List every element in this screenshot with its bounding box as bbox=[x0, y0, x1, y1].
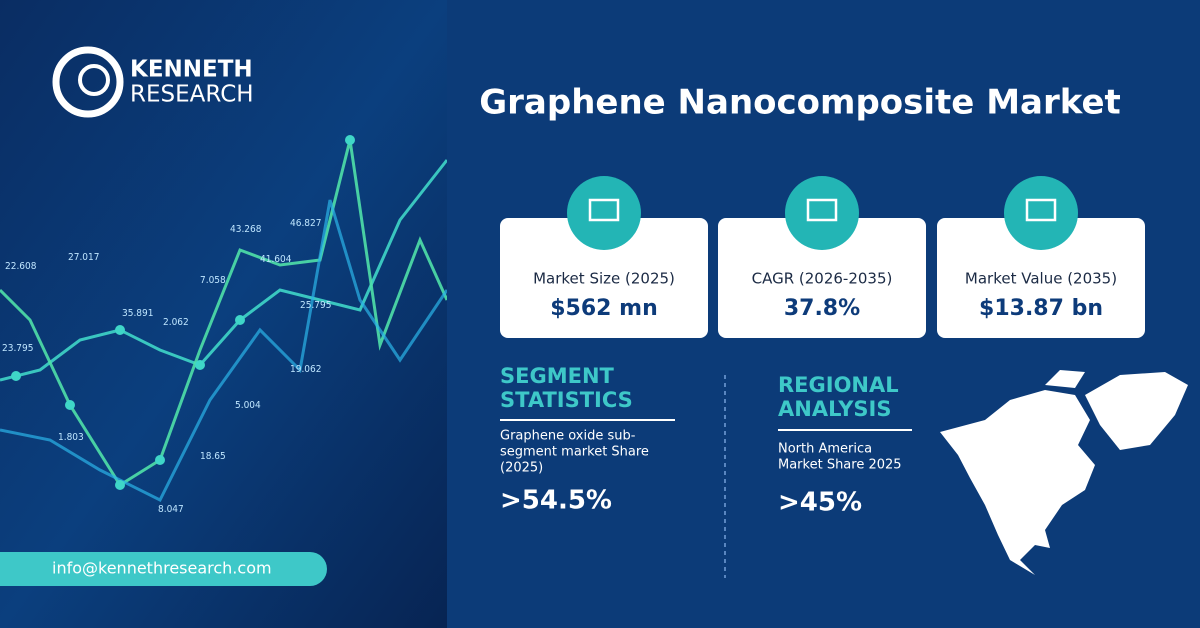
email-pill bbox=[0, 552, 327, 586]
background-label: 8.047 bbox=[158, 504, 184, 515]
background-label: 2.062 bbox=[163, 317, 189, 328]
regional-heading: REGIONAL bbox=[778, 373, 899, 397]
background-label: 7.058 bbox=[200, 275, 226, 286]
regional-text: North America bbox=[778, 442, 872, 457]
stat-card bbox=[718, 218, 926, 338]
regional-text: Market Share 2025 bbox=[778, 458, 902, 473]
logo-mark bbox=[78, 64, 110, 96]
background-label: 27.017 bbox=[68, 252, 99, 263]
left-panel bbox=[0, 0, 447, 628]
segment-heading: STATISTICS bbox=[500, 388, 633, 412]
background-label: 5.004 bbox=[235, 400, 261, 411]
background-label: 46.827 bbox=[290, 218, 321, 229]
stat-icon bbox=[567, 176, 641, 250]
logo-mark bbox=[52, 46, 124, 118]
segment-text: Graphene oxide sub- bbox=[500, 429, 636, 444]
stat-icon-glyph bbox=[1025, 198, 1057, 222]
background-label: 1.803 bbox=[58, 432, 84, 443]
stat-label: CAGR (2026-2035) bbox=[752, 270, 893, 288]
stat-value: $562 mn bbox=[550, 296, 657, 321]
stat-cards: Market Size (2025) $562 mn CAGR (2026-2035… bbox=[500, 176, 1145, 338]
background-label: 22.608 bbox=[5, 261, 37, 272]
stat-value: $13.87 bn bbox=[979, 296, 1103, 321]
segment: SEGMENT STATISTICS Graphene oxide sub- s… bbox=[500, 364, 675, 516]
background-label: 23.795 bbox=[2, 343, 33, 354]
stat-icon-glyph bbox=[806, 198, 838, 222]
background-label: 35.891 bbox=[122, 308, 153, 319]
regional-value: >45% bbox=[778, 488, 862, 518]
stat-icon-glyph bbox=[588, 198, 620, 222]
stat-icon bbox=[785, 176, 859, 250]
background-label: 25.795 bbox=[300, 300, 331, 311]
logo: KENNETH RESEARCH bbox=[52, 46, 254, 118]
title: Graphene Nanocomposite Market bbox=[479, 83, 1121, 123]
stat-card bbox=[937, 218, 1145, 338]
segment-text: (2025) bbox=[500, 461, 543, 476]
segment-value: >54.5% bbox=[500, 486, 612, 516]
north-america-map bbox=[940, 370, 1188, 575]
email: info@kennethresearch.com bbox=[52, 559, 272, 578]
background-label: 19.062 bbox=[290, 364, 321, 375]
segment-heading: SEGMENT bbox=[500, 364, 615, 388]
stat-label: Market Size (2025) bbox=[533, 270, 675, 288]
stat-label: Market Value (2035) bbox=[965, 270, 1117, 288]
regional: REGIONAL ANALYSIS North America Market S… bbox=[778, 373, 912, 518]
segment-text: segment market Share bbox=[500, 445, 649, 460]
decor-dots bbox=[11, 135, 355, 490]
stat-icon bbox=[1004, 176, 1078, 250]
brand-line1: KENNETH bbox=[130, 57, 253, 83]
background-label: 18.65 bbox=[200, 451, 226, 462]
brand-line2: RESEARCH bbox=[130, 82, 254, 108]
stat-card bbox=[500, 218, 708, 338]
stat-value: 37.8% bbox=[784, 296, 860, 321]
background-label: 41.604 bbox=[260, 254, 292, 265]
background-label: 43.268 bbox=[230, 224, 262, 235]
background-labels: 22.608 27.017 35.891 23.795 1.803 2.062 7.058 4… bbox=[2, 218, 331, 515]
regional-heading: ANALYSIS bbox=[778, 397, 891, 421]
